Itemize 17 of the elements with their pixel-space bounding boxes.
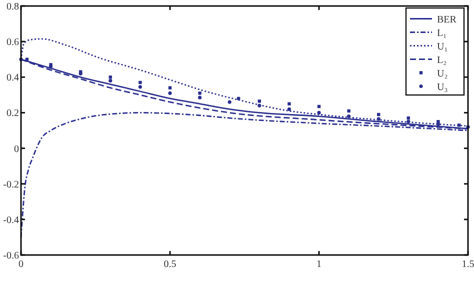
y-tick-label: -0.2 <box>3 179 19 190</box>
y-tick-label: -0.6 <box>3 250 19 262</box>
y-tick-label: 0.2 <box>6 108 19 120</box>
y-tick-label: 0.4 <box>6 72 19 84</box>
legend-label: L₁ <box>437 28 447 39</box>
x-tick-label: 1.5 <box>462 259 474 270</box>
x-tick-label: 0.5 <box>164 259 176 270</box>
legend-label: BER <box>437 14 457 26</box>
x-tick-label: 1 <box>316 259 322 270</box>
legend-label: U₃ <box>437 82 448 93</box>
y-tick-label: -0.4 <box>3 214 19 226</box>
legend-label: U₂ <box>437 68 448 80</box>
y-tick-label: 0 <box>14 144 19 155</box>
y-tick-label: 0.8 <box>6 2 19 12</box>
legend-label: U₁ <box>437 41 448 52</box>
legend-label: L₂ <box>437 54 447 66</box>
y-tick-label: 0.6 <box>6 37 19 48</box>
